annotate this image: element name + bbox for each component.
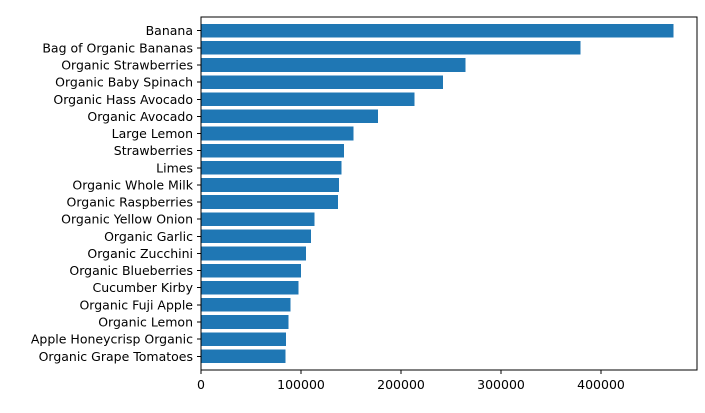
y-tick-label: Apple Honeycrisp Organic (31, 332, 193, 347)
x-tick-label: 400000 (577, 377, 625, 392)
x-tick-label: 100000 (277, 377, 325, 392)
y-tick-label: Organic Baby Spinach (55, 75, 193, 90)
y-tick-label: Strawberries (114, 143, 193, 158)
bar (201, 40, 581, 55)
bars-group (201, 23, 674, 364)
y-tick-label: Organic Raspberries (67, 195, 193, 210)
y-tick-label: Banana (146, 23, 193, 38)
y-tick-label: Organic Zucchini (87, 246, 193, 261)
bar (201, 212, 315, 227)
plot-frame (200, 16, 698, 371)
y-tick-label: Organic Lemon (98, 315, 193, 330)
y-tick-label: Organic Whole Milk (72, 177, 193, 192)
bar (201, 298, 291, 312)
y-tick-label: Organic Grape Tomatoes (39, 349, 193, 364)
bar (201, 126, 354, 141)
y-tick-label: Organic Hass Avocado (53, 92, 193, 107)
bar (201, 229, 311, 244)
y-tick-label: Cucumber Kirby (92, 280, 193, 295)
bar (201, 75, 443, 89)
bar (201, 178, 339, 192)
bar (201, 263, 302, 278)
y-tick-label: Organic Avocado (87, 109, 193, 124)
bar (201, 246, 307, 261)
y-tick-label: Large Lemon (112, 126, 193, 141)
bar (201, 332, 287, 347)
y-tick-label: Organic Garlic (104, 229, 193, 244)
bar (201, 280, 299, 295)
y-tick-labels: Banana Bag of Organic Bananas Organic Stra… (31, 23, 201, 364)
y-tick-label: Limes (156, 160, 193, 175)
bar (201, 160, 342, 175)
bar (201, 109, 378, 124)
bar (201, 92, 415, 107)
x-ticks: 0 100000 200000 300000 400000 (197, 370, 625, 392)
y-tick-label: Bag of Organic Bananas (42, 40, 193, 55)
bar (201, 349, 286, 364)
bar (201, 195, 339, 209)
y-tick-label: Organic Yellow Onion (61, 212, 193, 227)
y-tick-label: Organic Strawberries (61, 57, 193, 72)
x-tick-label: 300000 (477, 377, 525, 392)
bar (201, 23, 674, 38)
bar (201, 58, 466, 72)
y-tick-label: Organic Fuji Apple (79, 297, 193, 312)
x-tick-label: 0 (197, 377, 205, 392)
bar (201, 143, 344, 158)
x-tick-label: 200000 (377, 377, 425, 392)
bar (201, 315, 289, 329)
y-tick-label: Organic Blueberries (69, 263, 193, 278)
